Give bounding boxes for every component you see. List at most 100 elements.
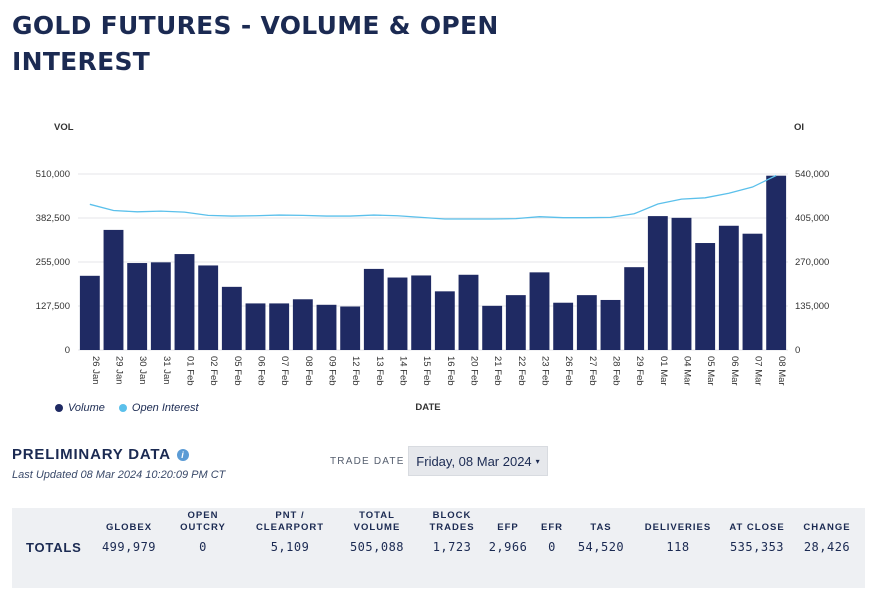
totals-col-pnt-clearport: PNT / CLEARPORT 5,109 — [248, 508, 332, 554]
volume-bar — [434, 291, 455, 350]
volume-bar — [624, 267, 645, 350]
y-tick-left: 382,500 — [36, 213, 70, 224]
volume-bar — [340, 306, 361, 350]
volume-bar — [387, 277, 408, 350]
col-value: 118 — [666, 540, 690, 554]
x-tick-label: 23 Feb — [540, 356, 551, 386]
volume-bar — [363, 268, 384, 350]
col-header: GLOBEX — [105, 522, 153, 533]
volume-bar — [482, 305, 503, 350]
legend-volume-label: Volume — [68, 402, 105, 414]
trade-date-value: Friday, 08 Mar 2024 — [416, 453, 532, 469]
x-tick-label: 07 Feb — [279, 356, 290, 386]
volume-bar — [600, 299, 621, 350]
x-tick-label: 05 Feb — [232, 356, 243, 386]
y-tick-right: 135,000 — [795, 301, 829, 312]
x-tick-label: 13 Feb — [374, 356, 385, 386]
volume-bar — [742, 233, 763, 350]
volume-bar — [576, 295, 597, 350]
totals-col-efp: EFP 2,966 — [484, 508, 532, 554]
x-tick-label: 15 Feb — [421, 356, 432, 386]
y-tick-right: 405,000 — [795, 213, 829, 224]
col-header: PNT / CLEARPORT — [255, 510, 325, 533]
volume-bar — [150, 262, 171, 350]
totals-col-change: CHANGE 28,426 — [796, 508, 858, 554]
preliminary-title-text: PRELIMINARY DATA — [12, 446, 171, 463]
col-header: AT CLOSE — [729, 522, 785, 533]
volume-bar — [221, 286, 242, 350]
totals-col-at-close: AT CLOSE 535,353 — [724, 508, 790, 554]
page-title: GOLD FUTURES - VOLUME & OPEN INTEREST — [12, 11, 499, 76]
volume-bar — [553, 302, 574, 350]
col-header: TOTAL VOLUME — [353, 510, 401, 533]
y-axis-right-title: OI — [794, 122, 804, 133]
x-tick-label: 14 Feb — [398, 356, 409, 386]
volume-bar — [79, 275, 100, 350]
volume-bar — [174, 254, 195, 350]
col-header: CHANGE — [803, 522, 851, 533]
x-tick-label: 08 Feb — [303, 356, 314, 386]
y-tick-left: 127,500 — [36, 301, 70, 312]
legend-open-interest[interactable]: Open Interest — [118, 402, 199, 414]
x-tick-label: 16 Feb — [445, 356, 456, 386]
col-value: 0 — [548, 540, 556, 554]
legend-volume-dot — [55, 404, 63, 412]
volume-bar — [695, 243, 716, 350]
totals-col-block-trades: BLOCK TRADES 1,723 — [420, 508, 484, 554]
volume-bar — [127, 263, 148, 350]
volume-bar — [458, 274, 479, 350]
x-tick-label: 30 Jan — [137, 356, 148, 385]
col-header: DELIVERIES — [644, 522, 712, 533]
volume-oi-chart: VOL OI 0 127,500 255,000 382,500 510,000 0 135,0… — [36, 122, 830, 413]
totals-col-globex: GLOBEX 499,979 — [94, 508, 164, 554]
col-header: BLOCK TRADES — [429, 510, 475, 533]
volume-bar — [647, 216, 668, 350]
x-tick-label: 29 Feb — [634, 356, 645, 386]
x-tick-label: 26 Jan — [90, 356, 101, 385]
totals-label: TOTALS — [26, 540, 82, 555]
trade-date-dropdown[interactable]: Friday, 08 Mar 2024 ▾ — [408, 446, 548, 476]
x-tick-label: 06 Feb — [256, 356, 267, 386]
volume-bar — [316, 304, 337, 350]
col-value: 1,723 — [432, 540, 472, 554]
y-axis-left-title: VOL — [54, 122, 74, 133]
col-value: 0 — [199, 540, 207, 554]
volume-bar — [103, 229, 124, 350]
totals-col-deliveries: DELIVERIES 118 — [636, 508, 720, 554]
x-axis-title: DATE — [415, 402, 440, 413]
x-tick-label: 27 Feb — [587, 356, 598, 386]
chart-legend: Volume Open Interest — [55, 402, 199, 414]
col-value: 54,520 — [577, 540, 625, 554]
x-tick-label: 02 Feb — [208, 356, 219, 386]
x-tick-label: 01 Mar — [658, 356, 669, 386]
x-tick-label: 06 Mar — [729, 356, 740, 386]
volume-bar — [671, 217, 692, 350]
x-tick-label: 31 Jan — [161, 356, 172, 385]
totals-col-total-volume: TOTAL VOLUME 505,088 — [340, 508, 414, 554]
info-icon[interactable]: i — [176, 448, 189, 461]
legend-oi-label: Open Interest — [131, 402, 199, 414]
totals-col-tas: TAS 54,520 — [572, 508, 630, 554]
legend-volume[interactable]: Volume — [55, 402, 105, 414]
volume-bar — [718, 225, 739, 350]
col-value: 28,426 — [803, 540, 851, 554]
caret-down-icon: ▾ — [535, 456, 540, 466]
trade-date-label: TRADE DATE — [330, 456, 405, 467]
y-tick-right: 540,000 — [795, 169, 829, 180]
x-tick-label: 04 Mar — [682, 356, 693, 386]
col-value: 499,979 — [101, 540, 157, 554]
col-header: OPEN OUTCRY — [180, 510, 226, 533]
volume-bar — [198, 265, 219, 350]
col-header: TAS — [590, 522, 612, 533]
volume-bar — [505, 295, 526, 350]
open-interest-line — [89, 174, 777, 220]
volume-bar — [269, 303, 290, 350]
x-tick-label: 09 Feb — [327, 356, 338, 386]
x-tick-label: 01 Feb — [185, 356, 196, 386]
col-header: EFP — [497, 522, 519, 533]
x-tick-label: 21 Feb — [492, 356, 503, 386]
x-tick-label: 29 Jan — [114, 356, 125, 385]
volume-bar — [529, 272, 550, 350]
totals-col-open-outcry: OPEN OUTCRY 0 — [170, 508, 236, 554]
totals-col-efr: EFR 0 — [534, 508, 570, 554]
